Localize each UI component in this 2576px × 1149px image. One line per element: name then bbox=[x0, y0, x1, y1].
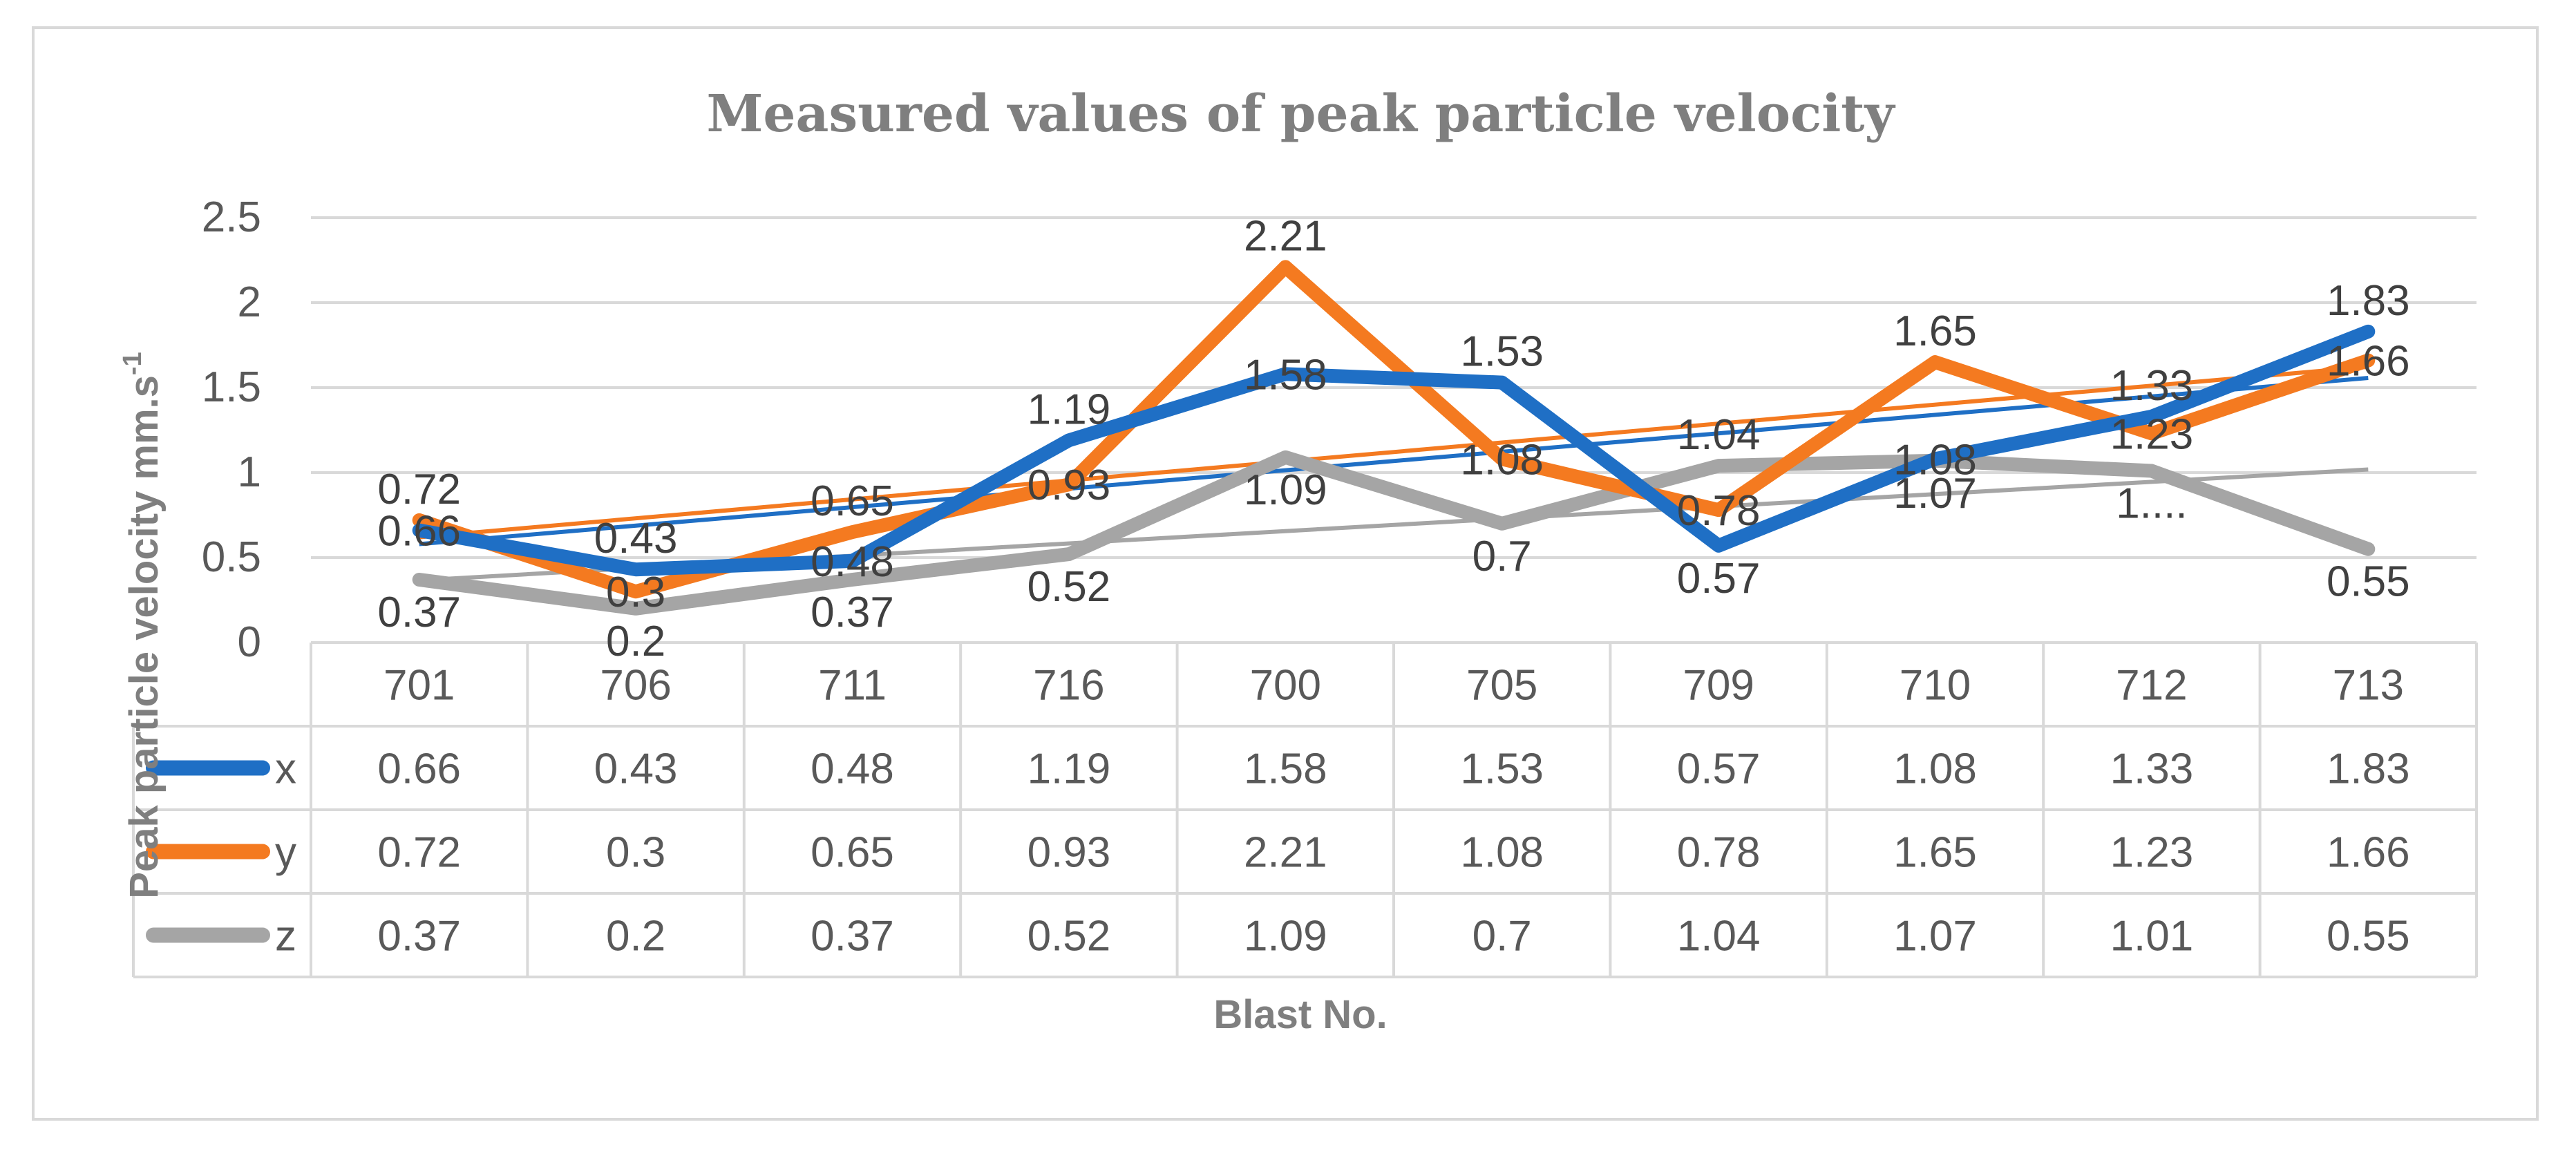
table-cell: 0.2 bbox=[606, 913, 665, 960]
data-label-z: 0.2 bbox=[606, 618, 665, 665]
data-label-x: 0.48 bbox=[811, 538, 894, 586]
category-label: 710 bbox=[1900, 662, 1971, 710]
data-label-x: 0.43 bbox=[594, 515, 678, 562]
table-cell: 0.72 bbox=[377, 829, 461, 877]
category-label: 700 bbox=[1250, 662, 1321, 710]
series-lines bbox=[412, 260, 2376, 616]
table-cell: 0.78 bbox=[1677, 829, 1761, 877]
y-tick-label: 2 bbox=[238, 278, 261, 326]
chart-title: Measured values of peak particle velocit… bbox=[707, 84, 1896, 144]
data-table: 701 706 711 716 700 705 709 710 712 713 x 0.66 0.43 0… bbox=[132, 641, 2478, 978]
table-cell: 0.93 bbox=[1027, 829, 1111, 877]
legend-label-x: x bbox=[275, 746, 296, 793]
table-cell: 2.21 bbox=[1244, 829, 1327, 877]
table-cell: 1.08 bbox=[1460, 829, 1544, 877]
table-cell: 0.37 bbox=[377, 913, 461, 960]
data-label-z: 0.55 bbox=[2327, 558, 2410, 606]
table-cell: 0.3 bbox=[606, 829, 665, 877]
data-label-z: 1.07 bbox=[1893, 470, 1977, 517]
table-cell: 0.37 bbox=[811, 913, 894, 960]
data-label-y: 1.23 bbox=[2110, 410, 2194, 458]
data-labels: 0.66 0.43 0.48 1.19 1.58 1.53 0.57 1.08 1.33 1.83… bbox=[377, 212, 2409, 665]
legend-label-z: z bbox=[275, 913, 296, 960]
data-label-y: 1.65 bbox=[1893, 307, 1977, 355]
category-label: 705 bbox=[1466, 662, 1537, 710]
table-cell: 1.33 bbox=[2110, 746, 2194, 793]
category-label: 712 bbox=[2116, 662, 2187, 710]
table-cell: 1.53 bbox=[1460, 746, 1544, 793]
data-label-z: 0.37 bbox=[811, 589, 894, 636]
table-cell: 0.52 bbox=[1027, 913, 1111, 960]
data-label-z: 1.09 bbox=[1244, 466, 1327, 514]
category-label: 716 bbox=[1033, 662, 1104, 710]
data-label-x: 1.08 bbox=[1893, 436, 1977, 484]
table-cell: 1.01 bbox=[2110, 913, 2194, 960]
category-label: 709 bbox=[1683, 662, 1754, 710]
y-tick-label: 0.5 bbox=[202, 533, 261, 581]
table-cell: 0.55 bbox=[2327, 913, 2410, 960]
table-cell: 0.43 bbox=[594, 746, 678, 793]
legend-label-y: y bbox=[275, 829, 296, 877]
category-label: 711 bbox=[818, 662, 887, 710]
y-tick-label: 1.5 bbox=[202, 363, 261, 411]
table-cell: 1.07 bbox=[1893, 913, 1977, 960]
data-label-x: 0.66 bbox=[377, 508, 461, 555]
table-cell: 0.65 bbox=[811, 829, 894, 877]
table-cell: 1.66 bbox=[2327, 829, 2410, 877]
data-label-y: 0.78 bbox=[1677, 487, 1761, 535]
table-cell: 1.09 bbox=[1244, 913, 1327, 960]
table-cell: 1.19 bbox=[1027, 746, 1111, 793]
y-axis-title: Peak particle velocity mm.s-1 bbox=[118, 352, 167, 898]
data-label-y: 0.72 bbox=[377, 466, 461, 513]
data-label-z: 1.... bbox=[2116, 480, 2187, 528]
table-cell: 1.23 bbox=[2110, 829, 2194, 877]
data-label-y: 2.21 bbox=[1244, 212, 1327, 260]
data-label-y: 1.66 bbox=[2327, 338, 2410, 386]
table-cell: 1.58 bbox=[1244, 746, 1327, 793]
table-cell: 0.57 bbox=[1677, 746, 1761, 793]
data-label-x: 1.33 bbox=[2110, 362, 2194, 410]
data-label-z: 0.7 bbox=[1472, 533, 1532, 580]
table-cell: 1.83 bbox=[2327, 746, 2410, 793]
category-label: 701 bbox=[383, 662, 455, 710]
data-label-x: 0.57 bbox=[1677, 555, 1761, 602]
table-cell: 0.7 bbox=[1472, 913, 1532, 960]
data-label-y: 0.65 bbox=[811, 477, 894, 525]
series-line-x bbox=[412, 324, 2376, 577]
data-label-x: 1.19 bbox=[1027, 386, 1111, 433]
category-label: 706 bbox=[600, 662, 671, 710]
data-label-x: 1.53 bbox=[1460, 328, 1544, 376]
data-label-y: 0.93 bbox=[1027, 462, 1111, 509]
data-label-z: 1.04 bbox=[1677, 411, 1761, 459]
y-axis-title-text: Peak particle velocity mm.s bbox=[122, 375, 167, 899]
y-axis-title-superscript: -1 bbox=[118, 352, 147, 375]
series-line-z bbox=[412, 450, 2376, 616]
data-label-z: 0.37 bbox=[377, 589, 461, 636]
table-cell: 0.48 bbox=[811, 746, 894, 793]
table-cell: 0.66 bbox=[377, 746, 461, 793]
y-axis-ticks: 0 0.5 1 1.5 2 2.5 bbox=[202, 193, 261, 666]
data-label-z: 0.52 bbox=[1027, 563, 1111, 611]
data-label-x: 1.83 bbox=[2327, 277, 2410, 325]
table-cell: 1.04 bbox=[1677, 913, 1761, 960]
data-label-y: 0.3 bbox=[606, 569, 665, 616]
data-label-y: 1.08 bbox=[1460, 436, 1544, 484]
table-cell: 1.65 bbox=[1893, 829, 1977, 877]
x-axis-title: Blast No. bbox=[1213, 992, 1387, 1037]
y-tick-label: 2.5 bbox=[202, 193, 261, 241]
y-tick-label: 1 bbox=[238, 448, 261, 496]
trendline-x bbox=[419, 376, 2369, 547]
chart-area-border bbox=[32, 26, 2539, 1121]
y-tick-label: 0 bbox=[238, 618, 261, 666]
data-label-x: 1.58 bbox=[1244, 351, 1327, 399]
category-label: 713 bbox=[2333, 662, 2404, 710]
table-cell: 1.08 bbox=[1893, 746, 1977, 793]
